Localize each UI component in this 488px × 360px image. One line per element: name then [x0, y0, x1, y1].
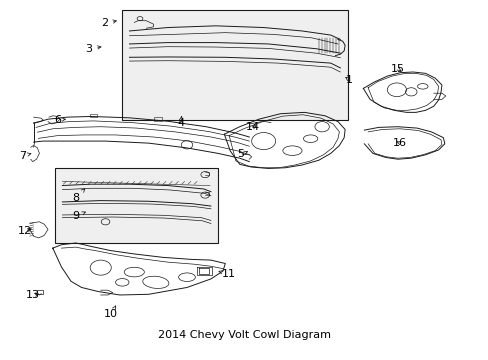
Text: 7: 7 — [20, 151, 31, 161]
Text: 6: 6 — [54, 115, 65, 125]
Text: 10: 10 — [104, 306, 118, 319]
Text: 1: 1 — [345, 75, 352, 85]
Text: 14: 14 — [245, 122, 260, 132]
Text: 12: 12 — [18, 226, 32, 236]
Text: 2014 Chevy Volt Cowl Diagram: 2014 Chevy Volt Cowl Diagram — [158, 330, 330, 339]
Text: 13: 13 — [26, 290, 40, 300]
Text: 2: 2 — [101, 18, 116, 28]
Text: 8: 8 — [72, 189, 84, 203]
Bar — [122, 10, 347, 120]
Bar — [154, 117, 162, 121]
Text: 15: 15 — [390, 64, 404, 73]
Bar — [55, 168, 218, 243]
Text: 5: 5 — [237, 149, 247, 159]
Bar — [89, 114, 97, 117]
Text: 11: 11 — [219, 270, 236, 279]
Text: 4: 4 — [177, 118, 184, 128]
Text: 16: 16 — [392, 138, 407, 148]
Text: 9: 9 — [72, 211, 85, 221]
Text: 3: 3 — [85, 44, 101, 54]
